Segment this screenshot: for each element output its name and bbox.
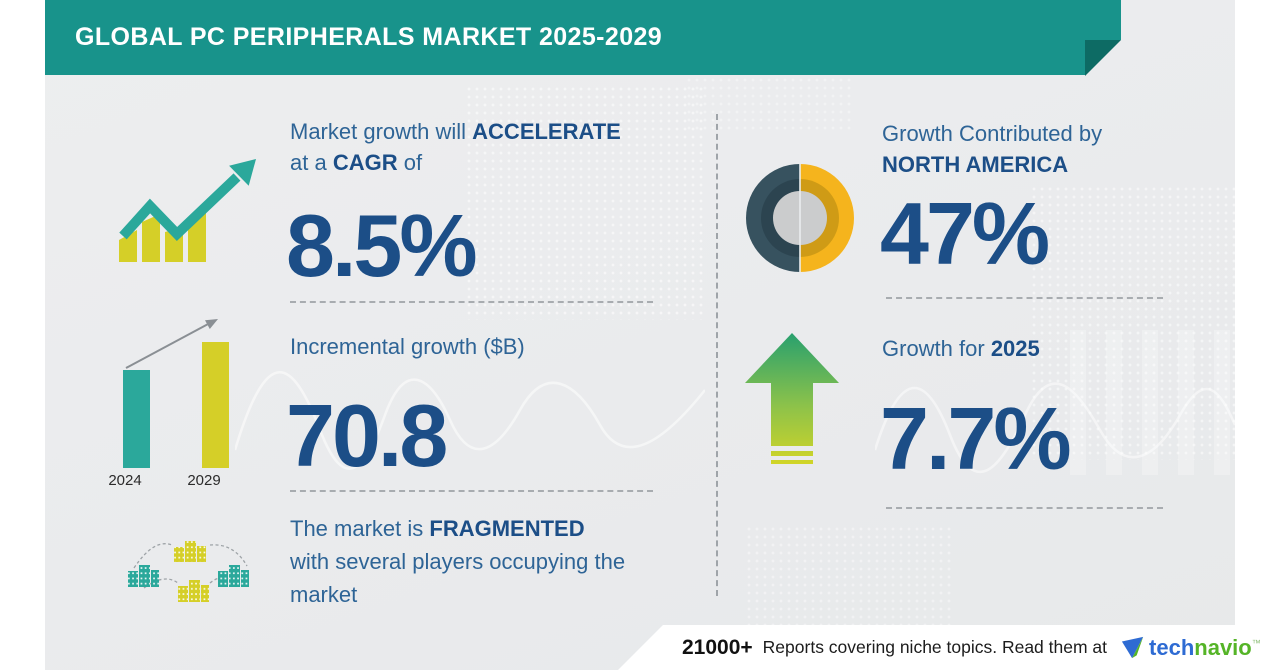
footer-bar: 21000+ Reports covering niche topics. Re… <box>618 625 1279 670</box>
incremental-bars-icon <box>112 310 247 475</box>
reports-count: 21000+ <box>682 635 753 659</box>
growth-year-value: 7.7% <box>880 389 1072 488</box>
fragmentation-emph: FRAGMENTED <box>429 516 585 541</box>
brand-part-navio: navio <box>1194 634 1252 660</box>
donut-chart-icon <box>742 160 858 281</box>
cagr-caption: Market growth will ACCELERATE at a CAGR … <box>290 116 621 178</box>
growth-year-caption: Growth for 2025 <box>882 333 1040 364</box>
contribution-label: Growth Contributed by <box>882 121 1103 146</box>
contribution-value: 47% <box>880 184 1050 283</box>
bar-label-2029: 2029 <box>187 472 221 489</box>
fragmentation-text: The market is <box>290 516 430 541</box>
bar-label-2024: 2024 <box>108 472 142 489</box>
growth-year: 2025 <box>990 336 1040 361</box>
cagr-value: 8.5% <box>286 196 478 295</box>
header-banner-tail <box>1085 0 1121 40</box>
cagr-caption-text: Market growth will <box>290 119 473 144</box>
cagr-caption-text2: at a <box>290 150 333 175</box>
brand-part-tech: tech <box>1149 634 1195 660</box>
fragmentation-caption: The market is FRAGMENTED with several pl… <box>290 512 690 611</box>
contribution-region: NORTH AMERICA <box>882 152 1069 177</box>
column-divider <box>716 114 718 596</box>
fragmented-buildings-icon <box>106 524 268 641</box>
technavio-logo[interactable]: tech navio ™ <box>1121 635 1261 661</box>
cagr-caption-emph2: CAGR <box>332 150 398 175</box>
growth-trend-icon <box>110 150 270 275</box>
fragmentation-text2: with several players occupying the marke… <box>290 549 626 607</box>
brand-trademark: ™ <box>1251 637 1261 648</box>
growth-year-label: Growth for <box>882 336 991 361</box>
separator-line <box>886 507 1163 509</box>
up-arrow-icon <box>744 333 840 470</box>
technavio-sail-icon <box>1121 636 1144 658</box>
separator-line <box>290 490 653 492</box>
header-banner: GLOBAL PC PERIPHERALS MARKET 2025-2029 <box>45 0 1085 75</box>
contribution-caption: Growth Contributed by NORTH AMERICA <box>882 118 1102 180</box>
cagr-caption-text3: of <box>397 150 423 175</box>
separator-line <box>290 301 653 303</box>
background-texture <box>745 525 955 625</box>
incremental-label: Incremental growth ($B) <box>290 334 525 359</box>
background-texture <box>1070 330 1230 475</box>
incremental-value: 70.8 <box>286 386 448 485</box>
page-title: GLOBAL PC PERIPHERALS MARKET 2025-2029 <box>75 23 663 51</box>
separator-line <box>886 297 1163 299</box>
footer-message: Reports covering niche topics. Read them… <box>762 637 1108 657</box>
cagr-caption-emph: ACCELERATE <box>472 119 621 144</box>
